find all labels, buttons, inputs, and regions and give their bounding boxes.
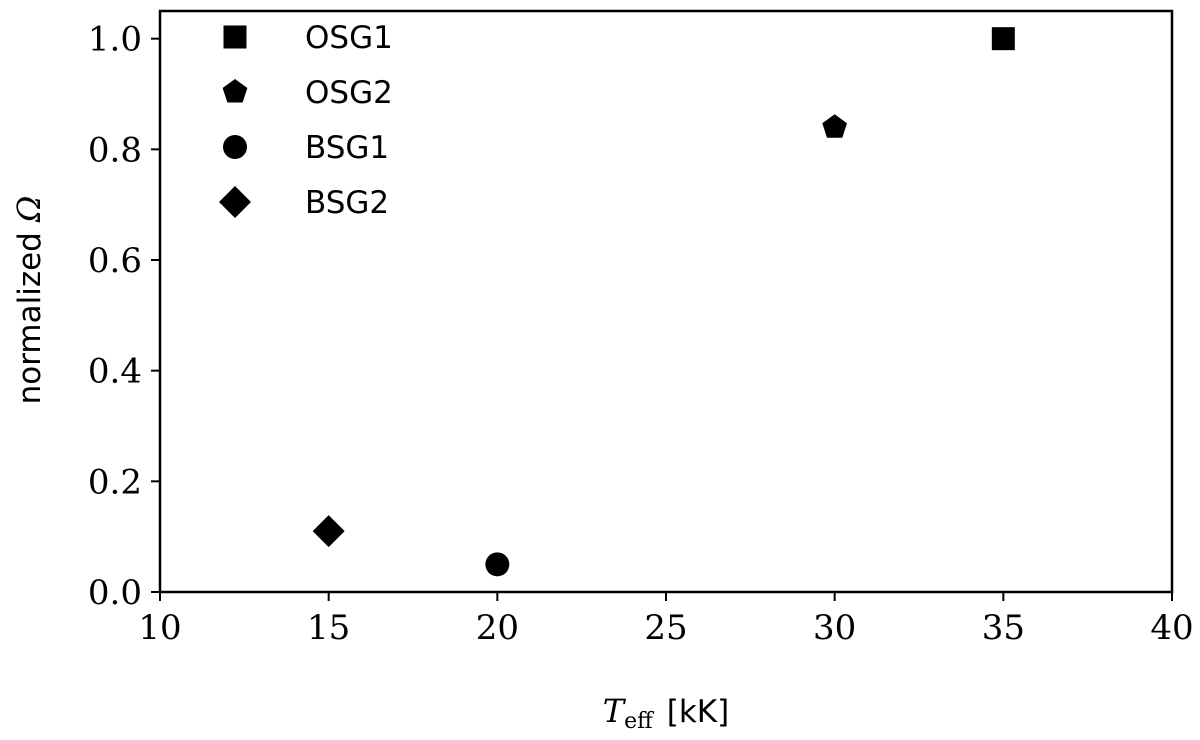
legend-marker-osg1: [223, 25, 247, 49]
y-axis-label-text: normalized: [12, 232, 48, 404]
x-tick-label: 15: [307, 608, 350, 648]
x-tick-label: 30: [813, 608, 856, 648]
legend-label-osg1: OSG1: [305, 20, 393, 56]
data-point-bsg2: [312, 515, 345, 548]
x-tick-label: 20: [476, 608, 519, 648]
legend: OSG1 OSG2 BSG1 BSG2: [219, 20, 393, 221]
legend-label-bsg2: BSG2: [305, 185, 389, 221]
legend-label-osg2: OSG2: [305, 75, 393, 111]
x-axis: 10 15 20 25 30 35 40: [138, 592, 1194, 648]
y-tick-label: 0.2: [88, 462, 142, 502]
x-tick-label: 35: [982, 608, 1025, 648]
y-tick-label: 0.0: [88, 573, 142, 613]
y-tick-label: 0.6: [88, 241, 142, 281]
legend-marker-bsg2: [219, 186, 251, 218]
x-tick-label: 10: [138, 608, 181, 648]
data-point-bsg1: [485, 552, 510, 577]
y-axis-label: normalized Ω: [10, 196, 48, 405]
data-point-osg1: [991, 27, 1015, 51]
x-axis-subscript: eff: [624, 709, 654, 734]
y-tick-label: 0.4: [88, 352, 142, 392]
x-tick-label: 40: [1150, 608, 1193, 648]
y-tick-label: 1.0: [88, 20, 142, 60]
x-tick-label: 25: [644, 608, 687, 648]
legend-marker-osg2: [222, 79, 248, 103]
x-axis-unit: [kK]: [667, 694, 729, 730]
legend-label-bsg1: BSG1: [305, 130, 389, 166]
y-axis-symbol: Ω: [10, 196, 48, 224]
data-points: [312, 27, 1015, 577]
legend-marker-bsg1: [223, 135, 247, 159]
y-tick-label: 0.8: [88, 130, 142, 170]
data-point-osg2: [822, 114, 847, 138]
x-axis-label: Teff [kK]: [603, 692, 729, 734]
y-axis: 0.0 0.2 0.4 0.6 0.8 1.0: [88, 20, 160, 613]
x-axis-symbol: T: [603, 692, 627, 730]
